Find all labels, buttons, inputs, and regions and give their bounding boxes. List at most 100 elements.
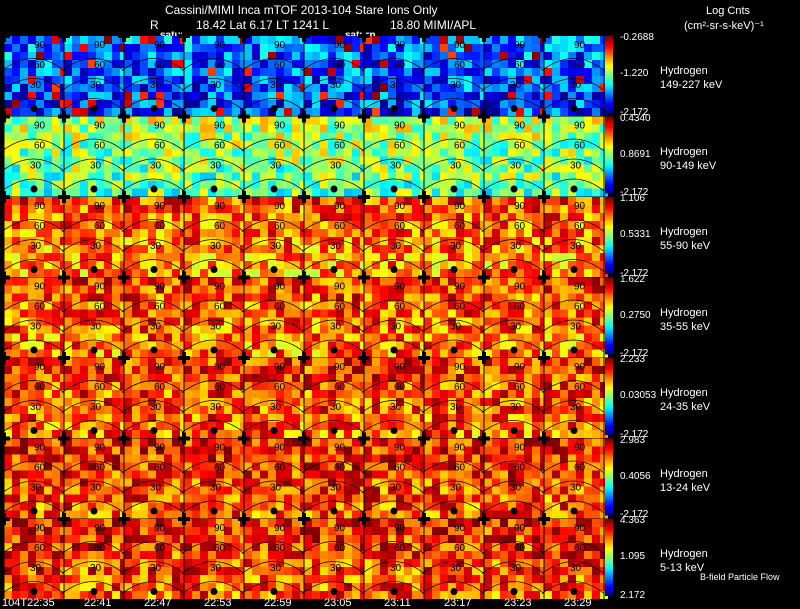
contour-label: 60 <box>34 543 46 554</box>
contour-label: 30 <box>210 483 222 494</box>
contour-label: 60 <box>214 543 226 554</box>
image-panel: 90 60 30 <box>0 191 68 277</box>
colorbar-tick: -0.2688 <box>620 32 654 43</box>
image-panel: 90 60 30 <box>538 271 608 358</box>
contour-label: 60 <box>94 141 106 152</box>
colorbar-tick: 0.03053 <box>620 390 657 402</box>
image-panel: 90 60 30 <box>418 110 488 197</box>
species-label: Hydrogen <box>660 65 708 77</box>
image-panel: 90 60 30 <box>178 432 248 519</box>
image-panel: 90 60 30 <box>118 191 188 277</box>
contour-label: 30 <box>30 80 42 91</box>
contour-label: 90 <box>214 282 226 293</box>
contour-label: 30 <box>90 483 102 494</box>
saturn-marker <box>390 507 398 515</box>
contour-label: 90 <box>274 40 286 51</box>
saturn-marker <box>510 266 518 273</box>
image-panel: 90 60 30 <box>238 271 308 358</box>
contour-label: 30 <box>570 483 582 494</box>
contour-label: 60 <box>94 382 106 393</box>
saturn-marker <box>270 266 278 273</box>
contour-label: 60 <box>214 141 226 152</box>
contour-label: 60 <box>34 302 46 313</box>
contour-label: 30 <box>270 402 282 413</box>
contour-label: 30 <box>150 402 162 413</box>
contour-label: 30 <box>450 80 462 91</box>
image-panel: 90 60 30 <box>0 432 68 519</box>
contour-label: 30 <box>30 563 42 574</box>
contour-label: 60 <box>394 141 406 152</box>
contour-label: 30 <box>90 402 102 413</box>
saturn-marker <box>450 427 458 434</box>
contour-label: 90 <box>214 121 226 132</box>
time-label: 22:41 <box>84 597 112 609</box>
contour-label: 60 <box>94 60 106 71</box>
contour-label: 60 <box>94 463 106 474</box>
contour-label: 30 <box>510 322 522 333</box>
saturn-marker <box>450 105 458 112</box>
contour-label: 60 <box>574 221 586 232</box>
image-panel: 90 60 30 <box>298 271 368 358</box>
image-panel: 90 60 30 <box>298 432 368 519</box>
contour-label: 60 <box>514 543 526 554</box>
contour-label: 60 <box>94 543 106 554</box>
image-panel: 90 60 30 <box>358 271 428 358</box>
contour-label: 30 <box>510 161 522 172</box>
contour-label: 90 <box>214 443 226 454</box>
contour-label: 90 <box>454 282 466 293</box>
image-panel: 90 60 30 <box>178 513 248 599</box>
contour-label: 60 <box>454 543 466 554</box>
contour-label: 90 <box>454 201 466 212</box>
image-panel: 90 60 30 <box>178 352 248 438</box>
contour-label: 30 <box>390 322 402 333</box>
contour-label: 60 <box>274 221 286 232</box>
saturn-marker <box>210 507 218 515</box>
image-panel: 90 60 30 <box>118 271 188 358</box>
saturn-marker <box>390 266 398 273</box>
contour-label: 90 <box>274 443 286 454</box>
contour-label: 90 <box>574 282 586 293</box>
saturn-marker <box>210 346 218 354</box>
contour-label: 30 <box>390 80 402 91</box>
saturn-marker <box>210 105 218 112</box>
contour-label: 60 <box>454 302 466 313</box>
contour-label: 60 <box>394 302 406 313</box>
colorbar-tick: -2.172 <box>620 428 649 440</box>
contour-label: 60 <box>34 463 46 474</box>
contour-label: 60 <box>154 60 166 71</box>
contour-label: 30 <box>450 483 462 494</box>
contour-label: 30 <box>450 161 462 172</box>
contour-label: 30 <box>450 402 462 413</box>
contour-label: 60 <box>574 60 586 71</box>
contour-label: 30 <box>570 563 582 574</box>
image-panel: 90 60 30 <box>298 30 368 116</box>
contour-label: 60 <box>274 543 286 554</box>
contour-label: 60 <box>394 60 406 71</box>
contour-label: 90 <box>154 201 166 212</box>
contour-label: 60 <box>454 463 466 474</box>
contour-label: 30 <box>450 563 462 574</box>
colorbar <box>605 358 613 435</box>
contour-label: 30 <box>390 161 402 172</box>
image-panel: 90 60 30 <box>298 110 368 197</box>
species-label: Hydrogen <box>660 467 708 480</box>
contour-label: 60 <box>214 221 226 232</box>
saturn-marker <box>270 588 278 595</box>
contour-label: 30 <box>330 241 342 252</box>
image-panel: 90 60 30 <box>538 352 608 438</box>
contour-label: 90 <box>514 282 526 293</box>
units-subtitle: (cm²-sr-s-keV)⁻¹ <box>684 20 764 32</box>
contour-label: 30 <box>390 402 402 413</box>
contour-label: 90 <box>154 362 166 373</box>
row-label: Hydrogen 149-227 keV <box>660 64 722 92</box>
contour-label: 60 <box>574 382 586 393</box>
saturn-marker <box>90 507 98 515</box>
image-panel: 90 60 30 <box>298 191 368 277</box>
contour-label: 90 <box>214 523 226 534</box>
image-panel: 90 60 30 <box>178 30 248 116</box>
colorbar-tick: 2.983 <box>620 434 646 446</box>
image-panel: 90 60 30 <box>418 513 488 599</box>
contour-label: 60 <box>574 543 586 554</box>
energy-range-label: 5-13 keV <box>660 562 705 574</box>
